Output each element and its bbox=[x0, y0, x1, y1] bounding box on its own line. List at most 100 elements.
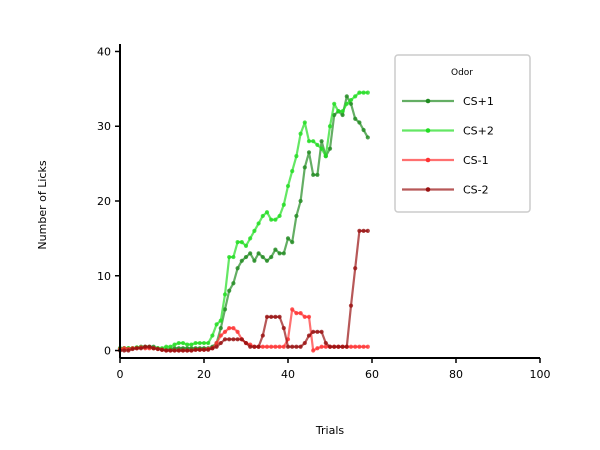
data-point bbox=[319, 344, 324, 349]
x-tick-label: 60 bbox=[365, 368, 379, 381]
data-point bbox=[243, 340, 249, 346]
data-point bbox=[218, 333, 223, 338]
legend-swatch-marker bbox=[425, 128, 431, 133]
data-point bbox=[185, 348, 190, 353]
data-point bbox=[264, 314, 270, 319]
data-point bbox=[323, 344, 328, 349]
data-point bbox=[231, 281, 236, 286]
data-point bbox=[231, 254, 236, 260]
data-point bbox=[353, 266, 358, 271]
data-point bbox=[151, 346, 156, 351]
data-point bbox=[243, 243, 249, 248]
data-point bbox=[260, 333, 265, 338]
data-point bbox=[235, 329, 240, 334]
data-point bbox=[176, 340, 181, 346]
data-point bbox=[315, 329, 320, 334]
data-point bbox=[164, 344, 169, 349]
data-point bbox=[260, 254, 265, 260]
data-point bbox=[273, 344, 278, 349]
series-csplus2 bbox=[117, 90, 370, 351]
data-point bbox=[311, 172, 316, 177]
data-point bbox=[193, 347, 198, 352]
data-point bbox=[143, 344, 148, 349]
data-point bbox=[185, 342, 190, 347]
series-line bbox=[119, 308, 368, 352]
legend-box bbox=[394, 54, 531, 213]
data-point bbox=[256, 221, 261, 226]
data-point bbox=[197, 347, 202, 352]
data-point bbox=[138, 346, 144, 351]
y-tick-label: 20 bbox=[97, 195, 111, 208]
legend-title: Odor bbox=[451, 68, 473, 78]
legend-item-csminus2: CS-2 bbox=[402, 184, 489, 197]
data-point bbox=[285, 183, 291, 189]
data-point bbox=[260, 213, 265, 219]
data-point bbox=[365, 135, 370, 140]
data-point bbox=[361, 344, 366, 349]
data-point bbox=[361, 90, 366, 95]
data-point bbox=[340, 112, 345, 118]
data-point bbox=[361, 127, 366, 133]
data-point bbox=[361, 228, 366, 234]
data-point bbox=[172, 342, 177, 347]
data-point bbox=[311, 348, 316, 353]
data-point bbox=[235, 266, 240, 271]
data-point bbox=[206, 340, 211, 346]
data-point bbox=[210, 346, 215, 351]
data-point bbox=[273, 247, 278, 252]
data-point bbox=[306, 333, 312, 338]
data-point bbox=[290, 344, 295, 349]
data-point bbox=[348, 101, 354, 106]
data-point bbox=[353, 116, 358, 121]
data-point bbox=[168, 344, 173, 349]
data-point bbox=[227, 254, 232, 260]
data-point bbox=[239, 337, 244, 342]
series-csplus1 bbox=[117, 94, 370, 352]
data-point bbox=[273, 217, 278, 222]
data-point bbox=[365, 344, 370, 349]
data-point bbox=[197, 340, 202, 346]
data-point bbox=[227, 325, 232, 331]
data-point bbox=[357, 228, 362, 234]
data-point bbox=[231, 337, 236, 342]
data-point bbox=[285, 236, 291, 241]
data-point bbox=[218, 340, 223, 346]
data-point bbox=[319, 139, 324, 144]
data-point bbox=[281, 344, 286, 349]
data-point bbox=[277, 213, 282, 219]
data-point bbox=[180, 340, 186, 346]
data-point bbox=[269, 254, 274, 260]
legend-label: CS+2 bbox=[463, 125, 494, 138]
data-point bbox=[134, 346, 139, 351]
data-point bbox=[172, 348, 177, 353]
data-point bbox=[243, 254, 249, 260]
legend-swatch-marker bbox=[425, 98, 431, 104]
data-point bbox=[332, 101, 337, 106]
data-point bbox=[281, 251, 286, 256]
data-point bbox=[298, 344, 303, 349]
data-point bbox=[222, 329, 228, 334]
data-point bbox=[290, 168, 295, 174]
data-point bbox=[327, 344, 333, 349]
data-point bbox=[298, 131, 303, 136]
data-point bbox=[357, 120, 362, 125]
data-point bbox=[239, 240, 244, 245]
data-point bbox=[260, 344, 265, 349]
data-point bbox=[302, 120, 307, 125]
data-point bbox=[239, 258, 244, 263]
data-point bbox=[273, 314, 278, 319]
legend-label: CS+1 bbox=[463, 95, 494, 108]
data-point bbox=[277, 344, 282, 349]
data-point bbox=[323, 154, 328, 159]
data-point bbox=[264, 210, 270, 215]
data-point bbox=[306, 314, 312, 319]
legend-item-csminus1: CS-1 bbox=[402, 154, 489, 167]
data-point bbox=[302, 165, 307, 170]
plot-lines bbox=[117, 90, 370, 353]
data-point bbox=[214, 344, 219, 349]
data-point bbox=[122, 348, 127, 353]
data-point bbox=[189, 348, 194, 353]
data-point bbox=[193, 340, 198, 346]
data-point bbox=[201, 340, 207, 346]
data-point bbox=[176, 348, 181, 353]
